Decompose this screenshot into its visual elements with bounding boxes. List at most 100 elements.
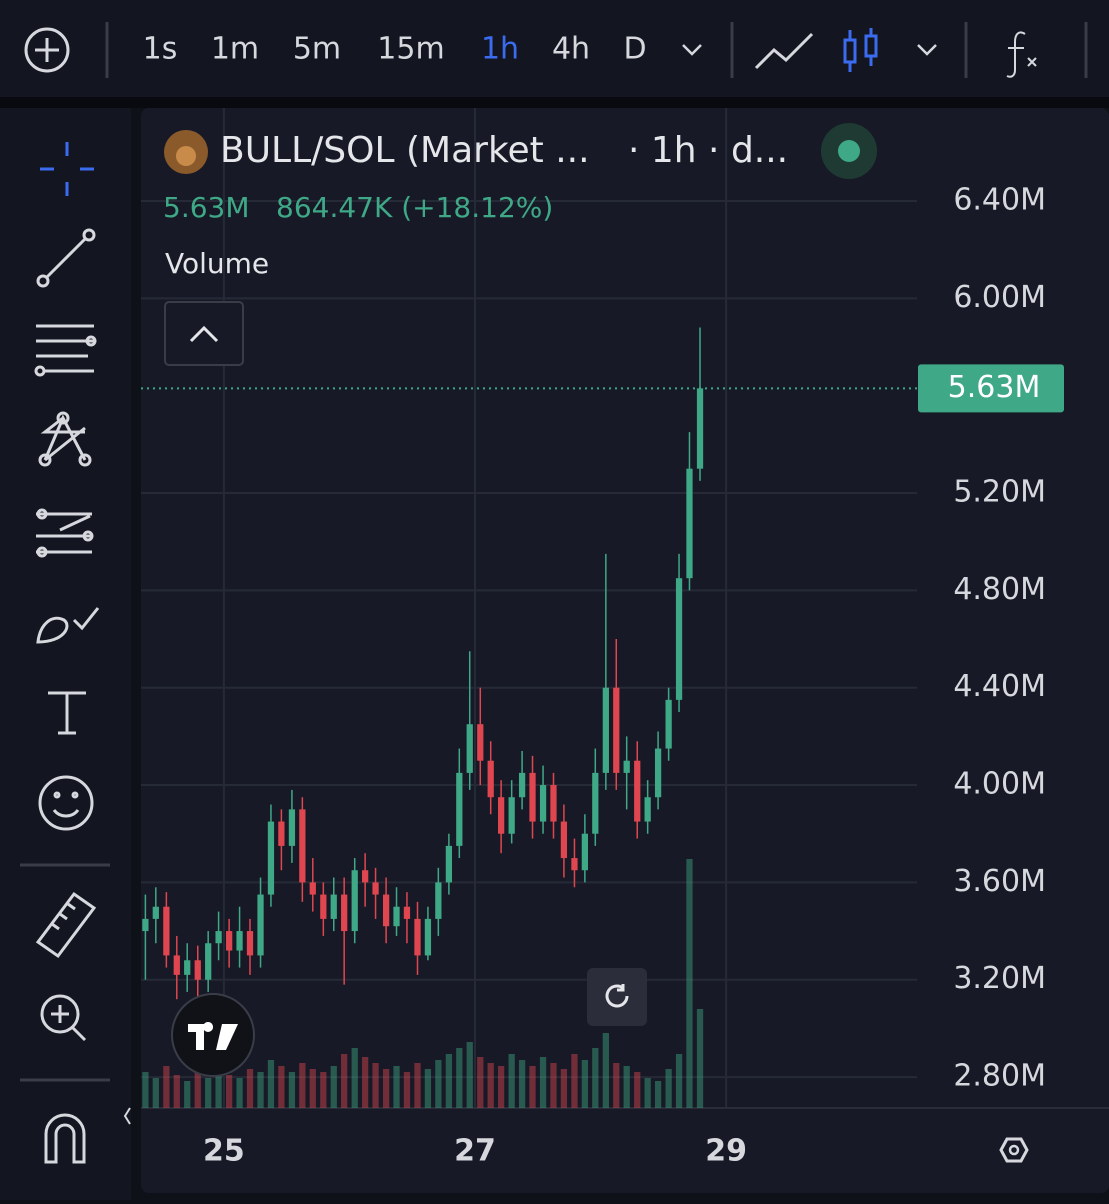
volume-bar (477, 1057, 484, 1108)
volume-bar (539, 1057, 547, 1108)
candle-body (393, 906, 400, 927)
ruler-tool[interactable] (35, 891, 97, 959)
drawing-tools (20, 142, 131, 1164)
volume-bar (351, 1048, 358, 1108)
candle-body (246, 931, 254, 956)
volume-bar (571, 1054, 578, 1108)
left-toolbar (0, 108, 131, 1200)
volume-bar (497, 1066, 505, 1108)
emoji-tool[interactable] (38, 775, 94, 831)
candle-body (278, 821, 285, 846)
volume-bar (424, 1069, 432, 1108)
candle-body (257, 894, 264, 956)
candle-body (665, 699, 672, 749)
interval-button[interactable]: D (623, 32, 646, 67)
candle-body (539, 785, 547, 822)
volume-bar (403, 1072, 411, 1108)
candle-body (320, 894, 327, 919)
projection-tool[interactable] (36, 508, 94, 558)
candle-body (215, 931, 222, 944)
text-tool[interactable] (48, 691, 86, 735)
crosshair-tool[interactable] (40, 142, 94, 196)
candle-body (288, 809, 296, 846)
interval-button[interactable]: 15m (377, 32, 444, 67)
settings[interactable] (999, 1137, 1029, 1163)
volume-bar (226, 1075, 233, 1108)
indicators[interactable] (1006, 31, 1037, 78)
candle-body (403, 906, 411, 919)
candle-body (445, 845, 453, 883)
candle-body (424, 918, 432, 956)
volume-bar (194, 1069, 201, 1108)
line-style[interactable] (754, 32, 814, 70)
candle-body (456, 772, 463, 846)
more-intervals[interactable] (682, 44, 702, 56)
magnet-tool[interactable] (44, 1113, 86, 1164)
candle-body (654, 748, 662, 798)
interval-button[interactable]: 1s (143, 32, 178, 67)
interval-button[interactable]: 1m (211, 32, 259, 67)
collapse-button[interactable] (164, 301, 244, 366)
candle-body (372, 882, 379, 895)
volume-bar (592, 1048, 599, 1108)
candle-body (173, 955, 180, 975)
candle-body (550, 785, 557, 822)
candle-style[interactable] (843, 28, 878, 72)
volume-bar (257, 1072, 264, 1108)
pattern-tool[interactable] (38, 411, 92, 467)
toolbar-icons (24, 22, 1088, 78)
trendline-tool[interactable] (36, 228, 96, 288)
separator (0, 97, 1109, 108)
candle-body (152, 906, 159, 919)
x-tick-label: 25 (203, 1134, 245, 1169)
indicator-name: Volume (165, 247, 269, 280)
volume-bar (362, 1057, 369, 1108)
volume-bar (550, 1063, 557, 1108)
candle-body (644, 797, 651, 822)
candle-body (382, 894, 390, 927)
y-tick-label: 2.80M (953, 1059, 1046, 1094)
price-label-box (918, 364, 1064, 413)
y-tick-label: 6.00M (953, 280, 1046, 315)
brush-tool[interactable] (36, 607, 100, 644)
volume-bar (267, 1060, 275, 1108)
y-tick-label: 3.20M (953, 961, 1046, 996)
candle-body (529, 772, 536, 822)
volume-bar (299, 1063, 306, 1108)
volume-bar (330, 1066, 337, 1108)
volume-bar (644, 1078, 651, 1108)
interval-button[interactable]: 1h (481, 32, 519, 67)
plot-area (142, 327, 704, 1108)
candle-body (497, 797, 505, 834)
y-tick-label: 4.00M (953, 767, 1046, 802)
candle-body (267, 821, 275, 895)
candle-body (194, 960, 201, 980)
chart-panel (141, 108, 1109, 1193)
zoom-tool[interactable] (40, 994, 87, 1042)
candle-body (163, 906, 170, 956)
reset-button[interactable] (587, 968, 647, 1026)
chart: 2.80M 3.20M 3.60M 4.00M 4.40M 4.80M 5.20M 6.00M… (141, 108, 1109, 1169)
fib-tool[interactable] (34, 324, 97, 377)
volume-bar (341, 1054, 348, 1108)
candle-body (686, 468, 693, 579)
price-label: 5.63M (948, 370, 1041, 405)
x-tick-label: 27 (454, 1134, 496, 1169)
tv-logo[interactable] (171, 993, 255, 1077)
volume-bar (372, 1063, 379, 1108)
volume-bar (696, 1009, 704, 1108)
volume-bar (215, 1072, 222, 1108)
volume-bar (288, 1072, 296, 1108)
volume-bar (382, 1069, 390, 1108)
top-toolbar (0, 0, 1109, 97)
interval-button[interactable]: 5m (293, 32, 341, 67)
volume-bar (466, 1042, 473, 1108)
volume-bar (686, 859, 693, 1108)
volume-bar (152, 1078, 159, 1108)
add-button[interactable] (24, 27, 70, 73)
volume-bar (236, 1078, 243, 1108)
volume-bar (529, 1066, 536, 1108)
candle-body (518, 772, 526, 798)
interval-button[interactable]: 4h (552, 32, 590, 67)
